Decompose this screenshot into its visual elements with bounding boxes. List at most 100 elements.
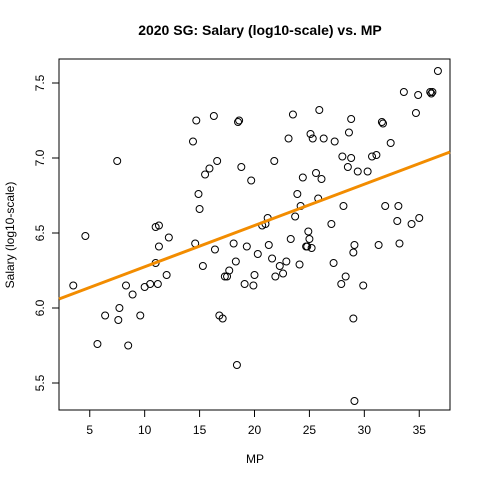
y-axis: 5.5 6.0 6.5 7.0 7.5 bbox=[33, 74, 59, 391]
data-point bbox=[264, 241, 273, 249]
data-point bbox=[298, 173, 307, 182]
data-point bbox=[250, 271, 259, 279]
data-point bbox=[188, 137, 197, 146]
y-tick-label: 7.0 bbox=[33, 149, 47, 166]
data-point bbox=[282, 257, 291, 266]
data-point bbox=[372, 151, 381, 159]
data-point bbox=[128, 290, 137, 299]
data-point bbox=[393, 217, 402, 225]
data-point bbox=[353, 167, 362, 176]
data-point bbox=[154, 242, 163, 251]
data-point bbox=[201, 170, 210, 179]
data-point bbox=[234, 118, 243, 126]
data-point bbox=[220, 272, 229, 281]
data-point bbox=[312, 169, 321, 177]
data-point bbox=[291, 212, 300, 221]
data-point bbox=[359, 281, 368, 290]
data-point bbox=[363, 167, 372, 176]
data-point bbox=[414, 91, 423, 99]
data-point bbox=[338, 152, 347, 161]
data-point bbox=[235, 116, 244, 125]
data-point bbox=[268, 254, 277, 263]
data-point bbox=[347, 154, 356, 162]
x-tick-label: 15 bbox=[193, 423, 207, 437]
data-point bbox=[270, 157, 279, 165]
data-point bbox=[275, 262, 284, 270]
data-point bbox=[218, 314, 227, 323]
data-point bbox=[295, 260, 304, 269]
chart-title: 2020 SG: Salary (log10-scale) vs. MP bbox=[138, 22, 382, 38]
y-axis-label: Salary (log10-scale) bbox=[3, 182, 17, 289]
data-point bbox=[306, 130, 315, 138]
plot-area: 5 10 15 20 25 30 35 5.5 6.0 6.5 7.0 7.5 bbox=[33, 58, 451, 437]
data-point bbox=[114, 316, 123, 324]
x-tick-label: 10 bbox=[138, 423, 152, 437]
x-tick-label: 35 bbox=[413, 423, 427, 437]
data-point bbox=[213, 157, 222, 165]
data-point bbox=[395, 239, 404, 248]
data-point bbox=[205, 164, 214, 173]
data-point bbox=[350, 397, 359, 405]
data-point bbox=[288, 110, 297, 119]
regression-line bbox=[58, 150, 451, 301]
y-tick-label: 7.5 bbox=[33, 74, 47, 91]
x-tick-label: 5 bbox=[86, 423, 93, 437]
data-point bbox=[381, 202, 390, 210]
data-point bbox=[231, 257, 240, 266]
data-point bbox=[240, 280, 249, 288]
data-point bbox=[115, 304, 124, 312]
data-point bbox=[319, 134, 328, 143]
data-point bbox=[427, 89, 436, 98]
y-tick-label: 5.5 bbox=[33, 374, 47, 391]
data-point bbox=[229, 239, 238, 248]
data-point bbox=[350, 241, 359, 249]
data-point bbox=[433, 67, 442, 75]
data-point bbox=[307, 244, 316, 252]
data-point bbox=[124, 341, 133, 350]
data-point bbox=[379, 119, 388, 128]
data-point bbox=[93, 340, 102, 348]
data-points bbox=[69, 67, 442, 405]
data-point bbox=[305, 235, 314, 243]
data-point bbox=[136, 311, 145, 320]
data-point bbox=[327, 220, 336, 228]
data-point bbox=[210, 245, 219, 254]
plot-frame bbox=[58, 58, 451, 411]
x-axis: 5 10 15 20 25 30 35 bbox=[86, 410, 426, 437]
x-tick-label: 25 bbox=[303, 423, 317, 437]
x-tick-label: 30 bbox=[358, 423, 372, 437]
data-point bbox=[426, 88, 435, 96]
data-point bbox=[337, 280, 346, 288]
data-point bbox=[411, 109, 420, 117]
data-point bbox=[121, 281, 130, 290]
x-tick-label: 20 bbox=[248, 423, 262, 437]
regression-line-group bbox=[58, 150, 451, 301]
data-point bbox=[247, 176, 256, 185]
data-point bbox=[225, 266, 234, 275]
data-point bbox=[377, 118, 386, 126]
data-point bbox=[194, 190, 203, 198]
data-point bbox=[146, 280, 155, 288]
data-point bbox=[407, 220, 416, 228]
data-point bbox=[428, 88, 437, 96]
data-point bbox=[347, 115, 356, 123]
data-point bbox=[386, 139, 395, 147]
data-point bbox=[164, 233, 173, 242]
data-point bbox=[344, 128, 353, 137]
data-point bbox=[154, 221, 163, 230]
data-point bbox=[394, 202, 403, 210]
data-point bbox=[317, 175, 326, 183]
data-point bbox=[368, 152, 377, 161]
data-point bbox=[330, 137, 339, 146]
data-point bbox=[192, 116, 201, 125]
data-point bbox=[113, 157, 122, 165]
x-axis-label: MP bbox=[246, 452, 264, 466]
data-point bbox=[237, 163, 246, 171]
y-tick-label: 6.0 bbox=[33, 299, 47, 316]
data-point bbox=[303, 242, 312, 251]
data-point bbox=[232, 361, 241, 369]
data-point bbox=[101, 311, 110, 320]
data-point bbox=[162, 271, 171, 279]
data-point bbox=[81, 232, 90, 240]
